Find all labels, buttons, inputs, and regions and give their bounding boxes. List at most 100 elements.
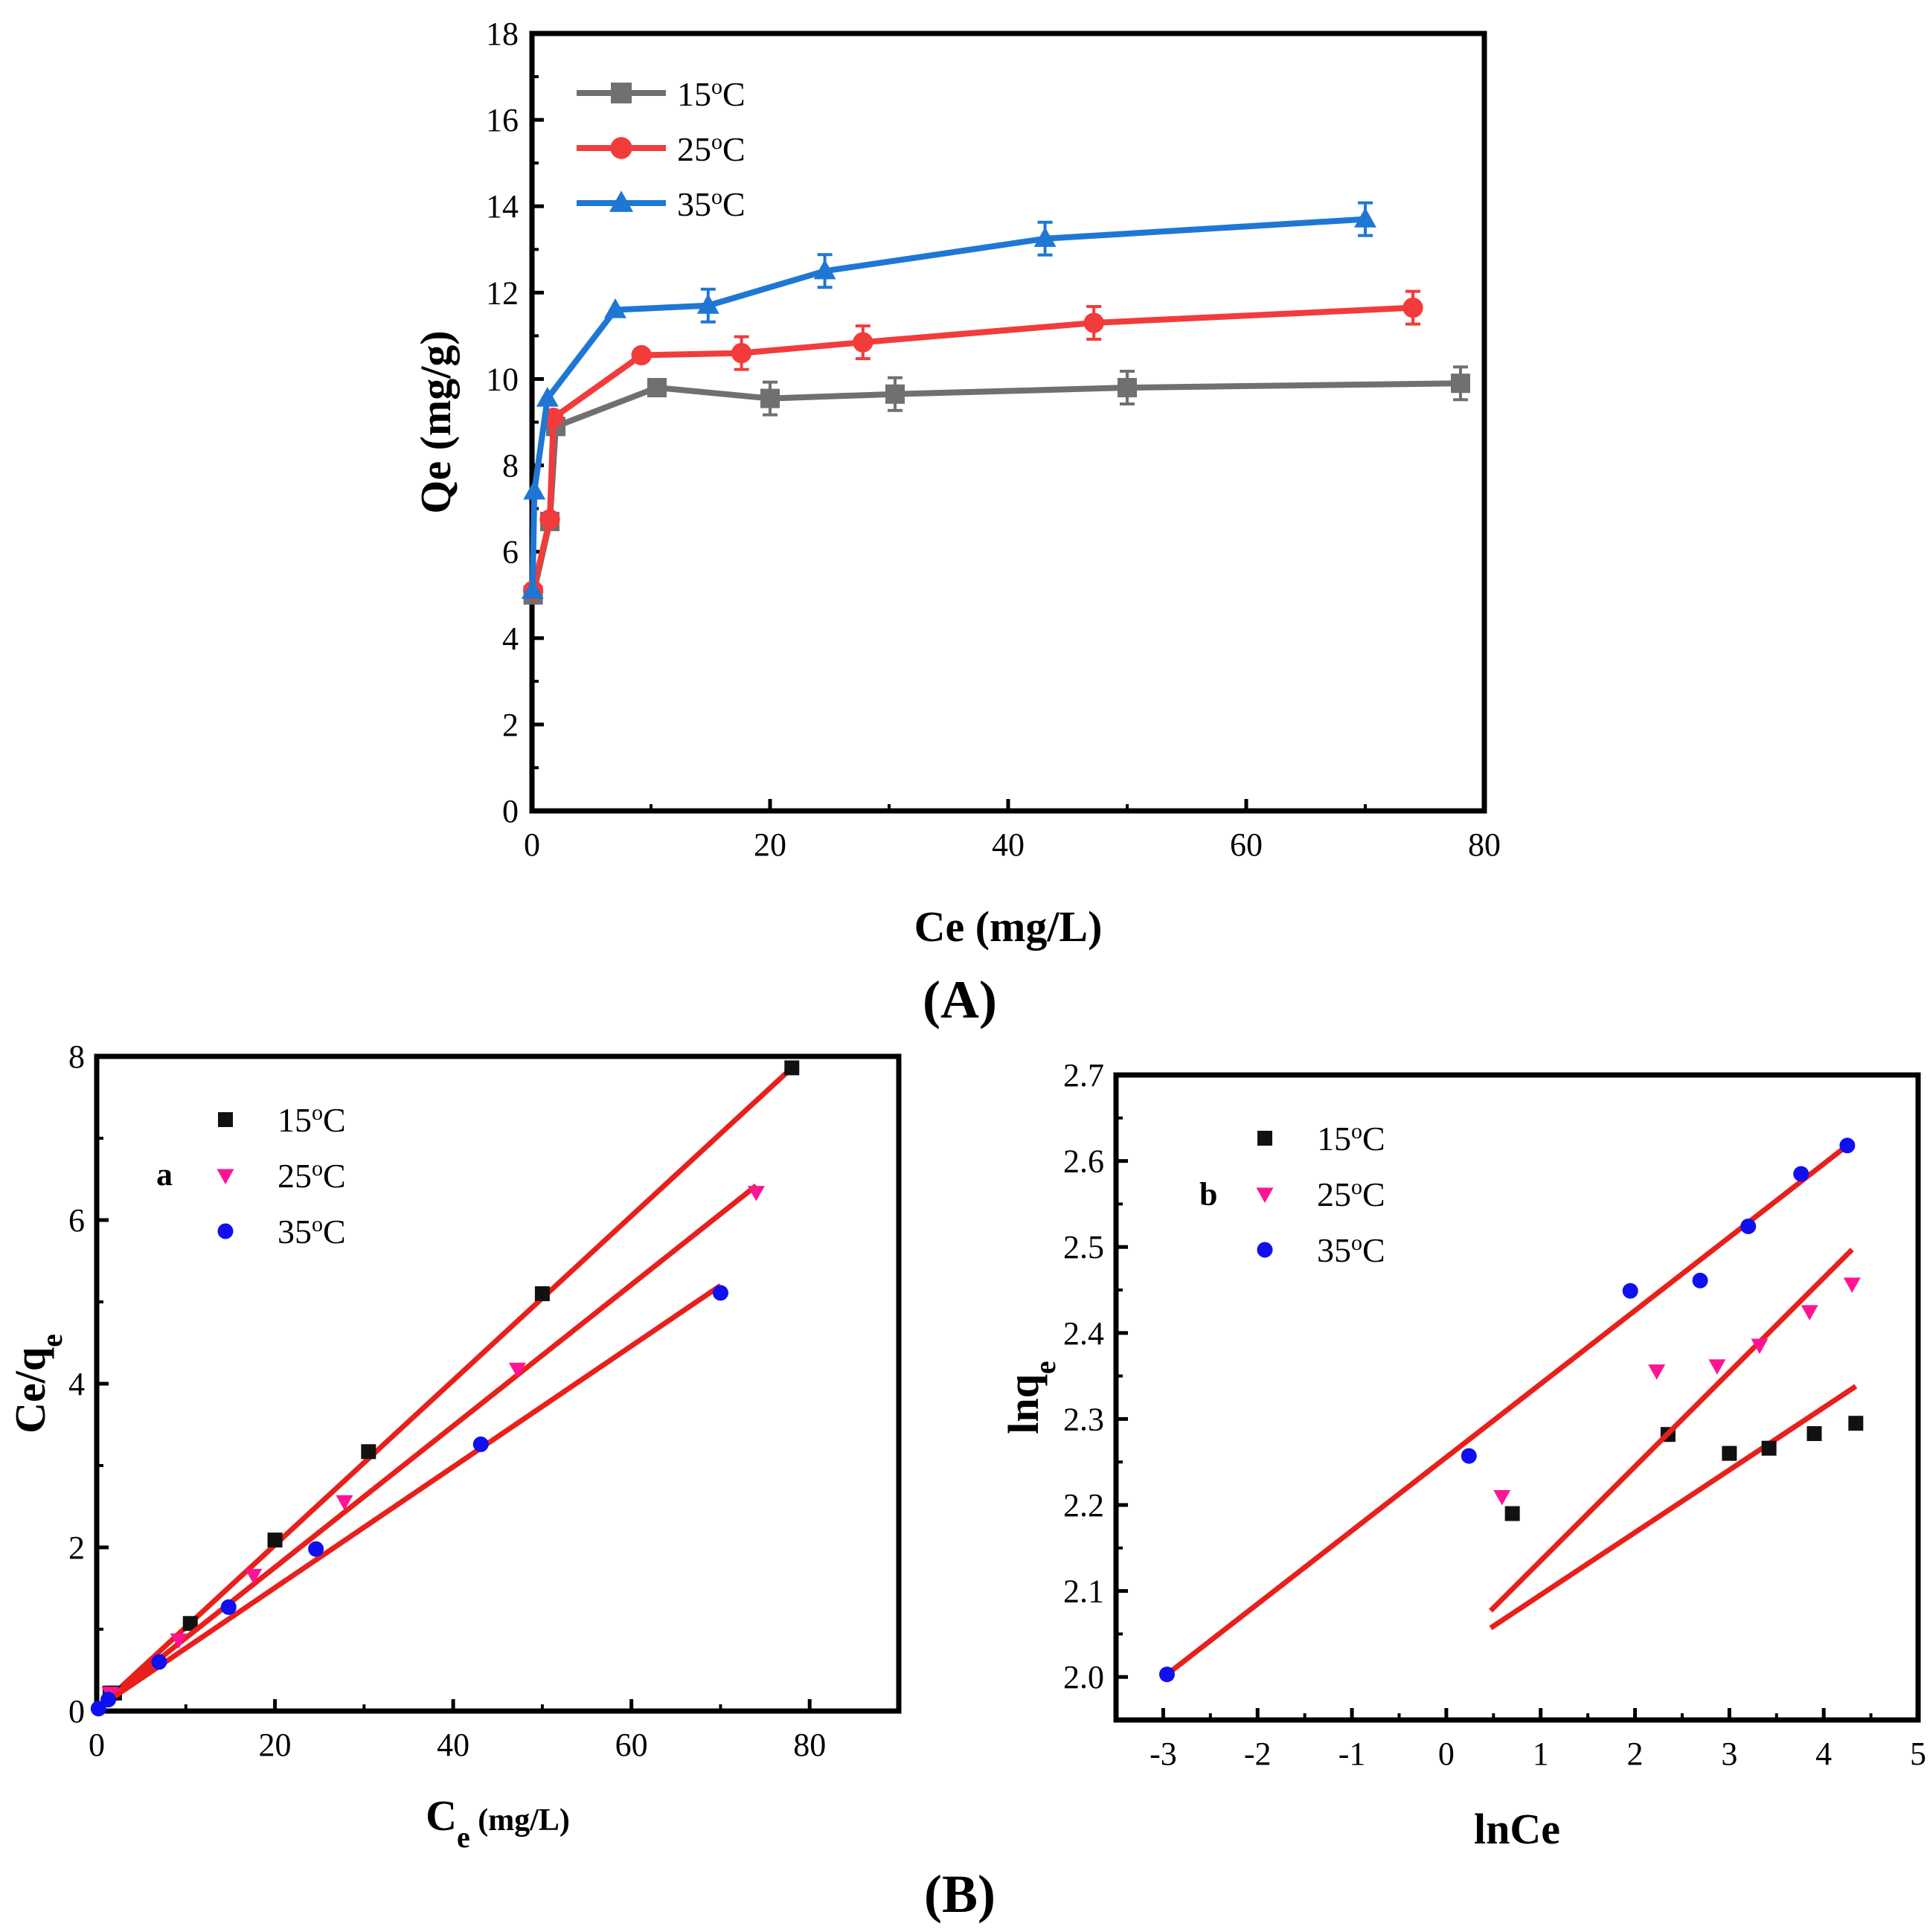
legend-label-value: 25 [1317,1175,1351,1213]
data-point [1843,1277,1861,1293]
legend-label: 25oC [278,1156,346,1196]
legend-label-degree: o [312,1156,323,1181]
y-tick-label: 2.3 [1063,1401,1104,1437]
x-tick-label: 60 [1230,827,1263,863]
y-axis-title-sub: e [1028,1361,1062,1374]
data-point [170,1633,187,1649]
legend-label: 35oC [677,184,746,224]
series-line [530,380,1461,596]
data-point [472,1436,489,1452]
data-point [885,384,905,404]
legend-marker [217,1169,234,1184]
legend-label-degree: o [1351,1230,1362,1255]
legend-label: 15oC [677,74,746,114]
x-tick-label: 3 [1721,1736,1737,1772]
data-point [696,294,719,314]
x-tick-label: 80 [1468,827,1501,863]
data-point [539,509,560,530]
legend-marker [609,190,634,212]
data-point [508,1362,526,1379]
data-point [1751,1338,1769,1354]
data-point [1806,1426,1822,1442]
data-point [712,1285,728,1301]
x-tick-label: 0 [524,827,540,863]
data-point [760,388,780,408]
legend-label-unit: C [1362,1120,1385,1158]
legend-label: 15oC [1317,1119,1385,1158]
legend-label-degree: o [711,129,722,154]
legend-label: 35oC [278,1212,346,1251]
data-point [784,1060,800,1076]
y-tick-label: 2.7 [1063,1057,1104,1094]
y-tick-label: 6 [502,534,519,571]
legend-label-value: 25 [278,1157,312,1195]
y-axis-title: Qe (mg/g) [411,330,460,513]
data-point [1793,1166,1809,1182]
data-point [731,342,752,364]
data-point [604,298,626,318]
y-tick-label: 6 [68,1202,85,1239]
fit-line [95,1283,722,1711]
x-tick-label: 0 [89,1727,105,1763]
x-axis-title: Ce (mg/L) [914,902,1103,951]
legend-label-value: 25 [677,130,711,168]
data-point [100,1692,117,1708]
data-point [151,1654,167,1670]
legend-label-degree: o [312,1100,323,1125]
legend-label-value: 15 [278,1101,312,1139]
data-point [1158,1666,1175,1683]
legend-label-value: 15 [677,75,711,113]
data-point [182,1616,198,1631]
data-point [1692,1272,1708,1288]
data-point [1461,1448,1477,1464]
y-tick-label: 8 [502,448,519,484]
y-tick-label: 2.0 [1063,1659,1104,1695]
y-tick-label: 4 [68,1366,85,1402]
y-tick-label: 2.6 [1063,1143,1104,1180]
data-point [853,332,873,353]
data-point [1083,312,1104,333]
data-point [267,1533,283,1548]
x-tick-label: 2 [1627,1736,1644,1772]
data-point [245,1568,263,1585]
data-point [1848,1416,1864,1431]
legend-label: 35oC [1317,1230,1385,1270]
y-axis-title-sub: e [35,1334,68,1347]
legend-label: 25oC [677,129,746,169]
data-point [647,378,667,398]
data-point [336,1495,353,1511]
data-point [521,579,544,599]
y-tick-label: 2.1 [1063,1573,1104,1610]
y-tick-label: 0 [502,793,519,829]
x-axis-title: lnCe [1474,1805,1560,1853]
legend-marker [610,137,632,159]
y-tick-label: 4 [502,620,519,657]
data-point [1493,1489,1511,1506]
data-point [1354,208,1376,228]
y-tick-label: 2 [502,707,519,743]
legend-label-degree: o [711,74,722,99]
panel-label-b: (B) [924,1864,996,1924]
legend-label: 15oC [278,1100,346,1140]
x-tick-label: 20 [754,827,786,863]
legend-marker [1257,1242,1273,1258]
fit-line [1489,1384,1858,1631]
x-tick-label: -3 [1150,1736,1177,1772]
legend-label-unit: C [722,185,746,223]
x-tick-label: -2 [1244,1736,1272,1772]
y-tick-label: 0 [68,1693,85,1730]
x-tick-label: 0 [1438,1736,1455,1772]
x-axis-title: Ce (mg/L) [426,1791,570,1854]
data-point [1761,1440,1777,1456]
legend-label-value: 35 [278,1213,312,1251]
legend-label-unit: C [1362,1175,1385,1213]
x-tick-label: 1 [1533,1736,1549,1772]
fit-line [1489,1248,1854,1613]
fit-line [94,1184,758,1711]
data-point [1801,1305,1818,1320]
y-axis-title-main: Ce/q [6,1347,54,1434]
data-point [361,1444,376,1460]
y-axis-title: lnqe [999,1361,1062,1434]
